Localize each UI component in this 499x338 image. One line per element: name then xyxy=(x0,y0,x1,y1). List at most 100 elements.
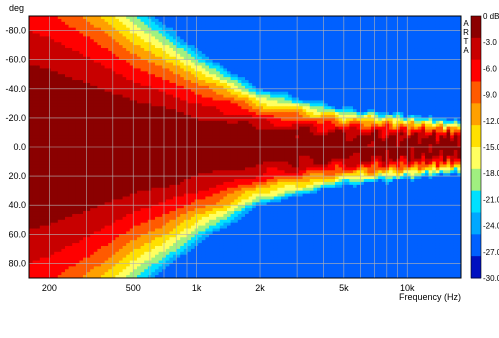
heatmap-cell xyxy=(104,260,109,265)
heatmap-cell xyxy=(97,161,102,166)
heatmap-cell xyxy=(47,193,52,198)
heatmap-cell xyxy=(201,68,206,72)
heatmap-cell xyxy=(83,240,88,244)
heatmap-cell xyxy=(65,257,70,262)
heatmap-cell xyxy=(75,33,80,37)
heatmap-cell xyxy=(144,91,149,96)
heatmap-cell xyxy=(133,42,138,46)
heatmap-cell xyxy=(104,91,109,96)
heatmap-cell xyxy=(144,109,149,113)
heatmap-cell xyxy=(126,158,131,163)
heatmap-cell xyxy=(111,231,116,235)
heatmap-cell xyxy=(198,147,203,151)
heatmap-cell xyxy=(201,50,206,55)
heatmap-cell xyxy=(180,272,185,276)
heatmap-cell xyxy=(104,129,109,134)
heatmap-cell xyxy=(205,272,210,276)
heatmap-cell xyxy=(43,68,48,72)
heatmap-cell xyxy=(39,158,44,163)
heatmap-cell xyxy=(29,129,34,134)
heatmap-cell xyxy=(216,222,221,227)
heatmap-cell xyxy=(47,245,52,250)
heatmap-cell xyxy=(83,114,88,119)
heatmap-cell xyxy=(115,94,120,99)
heatmap-cell xyxy=(198,205,203,209)
heatmap-cell xyxy=(212,190,217,195)
heatmap-cell xyxy=(173,231,178,235)
heatmap-cell xyxy=(180,24,185,29)
heatmap-cell xyxy=(173,36,178,40)
heatmap-cell xyxy=(205,240,210,244)
heatmap-cell xyxy=(219,266,224,270)
heatmap-cell xyxy=(43,187,48,192)
heatmap-cell xyxy=(83,24,88,29)
heatmap-cell xyxy=(32,149,37,154)
heatmap-cell xyxy=(129,155,134,160)
heatmap-cell xyxy=(101,147,106,151)
heatmap-cell xyxy=(155,77,160,81)
heatmap-cell xyxy=(169,179,174,183)
heatmap-cell xyxy=(176,82,181,87)
heatmap-cell xyxy=(165,39,170,43)
heatmap-cell xyxy=(205,149,210,154)
heatmap-cell xyxy=(101,33,106,37)
heatmap-cell xyxy=(158,187,163,192)
heatmap-cell xyxy=(97,167,102,171)
heatmap-cell xyxy=(162,164,167,168)
heatmap-cell xyxy=(115,170,120,174)
heatmap-cell xyxy=(101,24,106,29)
heatmap-cell xyxy=(137,193,142,198)
heatmap-cell xyxy=(201,147,206,151)
heatmap-cell xyxy=(115,269,120,273)
heatmap-cell xyxy=(97,208,102,212)
heatmap-cell xyxy=(176,114,181,119)
heatmap-cell xyxy=(36,48,41,52)
heatmap-cell xyxy=(65,187,70,192)
heatmap-cell xyxy=(32,251,37,256)
heatmap-cell xyxy=(61,129,66,134)
heatmap-cell xyxy=(101,167,106,171)
heatmap-cell xyxy=(75,109,80,113)
heatmap-cell xyxy=(83,231,88,235)
heatmap-cell xyxy=(219,62,224,67)
heatmap-cell xyxy=(129,184,134,189)
heatmap-cell xyxy=(173,179,178,183)
heatmap-cell xyxy=(129,68,134,72)
heatmap-cell xyxy=(108,129,113,134)
heatmap-cell xyxy=(111,91,116,96)
heatmap-cell xyxy=(43,16,48,20)
heatmap-cell xyxy=(165,237,170,241)
heatmap-cell xyxy=(158,216,163,221)
heatmap-cell xyxy=(169,254,174,259)
heatmap-cell xyxy=(50,85,55,90)
heatmap-cell xyxy=(144,266,149,270)
heatmap-cell xyxy=(133,48,138,52)
heatmap-cell xyxy=(137,120,142,125)
heatmap-cell xyxy=(198,164,203,168)
heatmap-cell xyxy=(201,85,206,90)
heatmap-cell xyxy=(205,225,210,230)
heatmap-cell xyxy=(50,30,55,35)
heatmap-cell xyxy=(57,42,62,46)
heatmap-cell xyxy=(219,135,224,139)
heatmap-cell xyxy=(187,62,192,67)
heatmap-cell xyxy=(86,77,91,81)
heatmap-cell xyxy=(219,181,224,186)
heatmap-cell xyxy=(43,117,48,122)
heatmap-cell xyxy=(165,36,170,40)
heatmap-cell xyxy=(126,18,131,23)
heatmap-cell xyxy=(57,196,62,200)
heatmap-cell xyxy=(227,85,232,90)
heatmap-cell xyxy=(201,141,206,145)
heatmap-cell xyxy=(180,65,185,69)
heatmap-cell xyxy=(108,91,113,96)
heatmap-cell xyxy=(61,155,66,160)
heatmap-cell xyxy=(101,181,106,186)
heatmap-cell xyxy=(176,106,181,110)
heatmap-cell xyxy=(79,94,84,99)
heatmap-cell xyxy=(72,228,77,233)
heatmap-cell xyxy=(144,147,149,151)
heatmap-cell xyxy=(140,173,145,177)
heatmap-cell xyxy=(169,80,174,84)
heatmap-cell xyxy=(119,222,124,227)
